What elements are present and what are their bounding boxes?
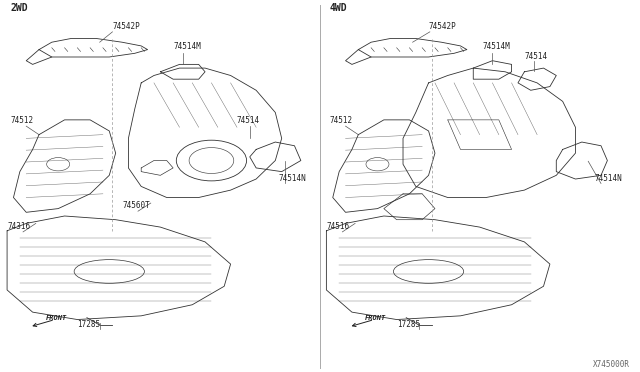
- Text: X745000R: X745000R: [593, 360, 630, 369]
- Text: 74560T: 74560T: [122, 202, 150, 211]
- Text: FRONT: FRONT: [365, 315, 386, 321]
- Text: 74514N: 74514N: [595, 174, 622, 183]
- Text: 17285: 17285: [77, 320, 100, 329]
- Text: 2WD: 2WD: [10, 3, 28, 13]
- Text: 74514: 74514: [237, 116, 260, 125]
- Text: 74514N: 74514N: [278, 174, 307, 183]
- Text: 74512: 74512: [10, 116, 33, 125]
- Text: 74542P: 74542P: [429, 22, 456, 31]
- Text: 74512: 74512: [330, 116, 353, 125]
- Text: 4WD: 4WD: [330, 3, 348, 13]
- Text: 74514M: 74514M: [483, 42, 511, 51]
- Text: 74514: 74514: [524, 52, 547, 61]
- Text: 17285: 17285: [397, 320, 420, 329]
- Text: 74316: 74316: [7, 222, 30, 231]
- Text: FRONT: FRONT: [45, 315, 67, 321]
- Text: 74516: 74516: [326, 222, 349, 231]
- Text: 74542P: 74542P: [113, 22, 140, 31]
- Text: 74514M: 74514M: [173, 42, 201, 51]
